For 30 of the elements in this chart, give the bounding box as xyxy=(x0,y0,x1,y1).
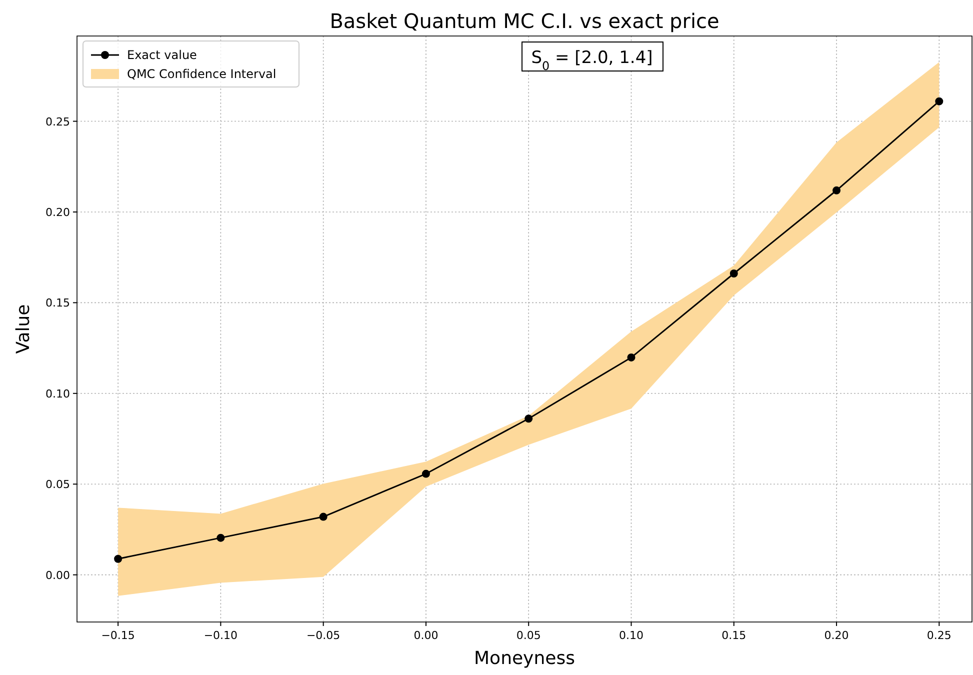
point xyxy=(319,512,328,521)
x-tick-label: 0.10 xyxy=(618,629,644,642)
point xyxy=(832,186,841,194)
y-tick-label: 0.05 xyxy=(46,478,70,492)
y-tick-label: 0.20 xyxy=(46,206,70,219)
annotation: QMC Confidence Interval xyxy=(127,67,276,81)
point xyxy=(935,97,944,106)
annotation: S$_{0}$ = [2.0, 1.4] xyxy=(531,48,653,73)
x-tick-label: 0.25 xyxy=(926,629,952,642)
x-tick-label: −0.15 xyxy=(101,629,135,642)
point xyxy=(730,269,738,278)
x-tick-label: 0.15 xyxy=(722,629,746,642)
point xyxy=(216,534,225,542)
x-tick-label: −0.10 xyxy=(204,629,238,642)
x-tick-label: −0.05 xyxy=(306,629,340,642)
point xyxy=(524,414,533,423)
point xyxy=(627,353,636,362)
point xyxy=(422,470,430,478)
y-tick-label: 0.25 xyxy=(46,115,70,128)
y-axis-title: Value xyxy=(13,304,34,354)
x-tick-label: 0.05 xyxy=(516,629,541,642)
x-axis-title: Moneyness xyxy=(474,648,575,669)
legend-label: Exact value xyxy=(127,48,197,62)
chart-title: Basket Quantum MC C.I. vs exact price xyxy=(330,9,720,33)
point xyxy=(114,554,122,563)
y-tick-label: 0.10 xyxy=(46,387,70,400)
x-tick-label: 0.00 xyxy=(414,629,438,642)
x-tick-label: 0.20 xyxy=(824,629,849,642)
y-tick-label: 0.15 xyxy=(46,296,70,310)
y-tick-label: 0.00 xyxy=(46,568,70,582)
